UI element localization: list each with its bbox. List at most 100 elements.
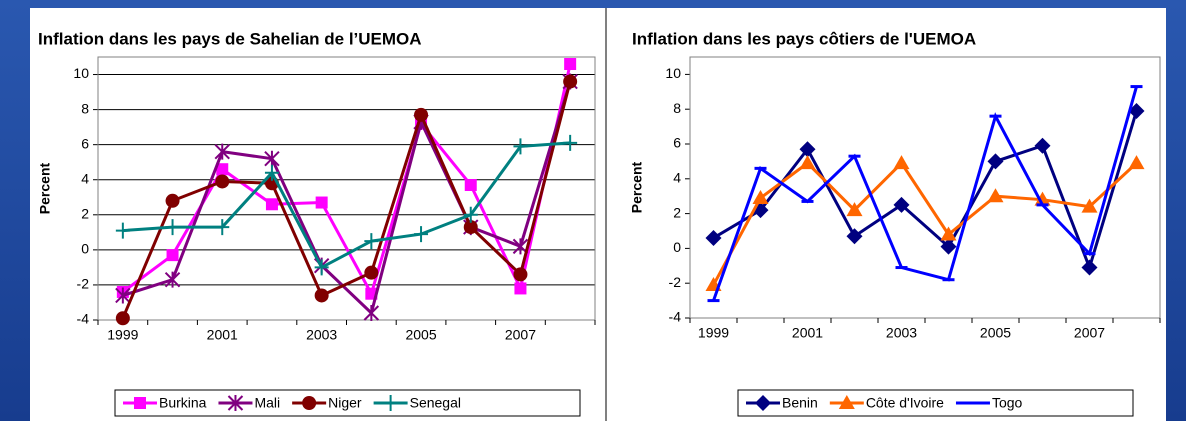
- marker: [264, 150, 280, 167]
- x-tick-label: 2003: [886, 325, 917, 341]
- marker: [563, 74, 578, 89]
- marker: [987, 188, 1004, 203]
- marker: [564, 58, 577, 71]
- marker: [1034, 137, 1051, 154]
- marker: [799, 141, 816, 158]
- y-tick-label: 0: [673, 239, 681, 255]
- y-tick-label: 0: [81, 241, 89, 257]
- y-tick-label: 10: [73, 65, 89, 81]
- marker: [513, 138, 528, 155]
- x-tick-label: 2005: [405, 327, 436, 343]
- marker: [383, 395, 398, 411]
- marker: [264, 164, 279, 181]
- marker: [227, 395, 244, 411]
- series-line: [122, 81, 572, 316]
- x-tick-label: 1999: [698, 325, 729, 341]
- series-line: [712, 86, 1138, 302]
- legend-label: Côte d'Ivoire: [866, 395, 944, 411]
- marker: [464, 178, 477, 191]
- marker: [1128, 102, 1145, 119]
- chart-title: Inflation dans les pays côtiers de l'UEM…: [632, 29, 976, 48]
- x-tick-label: 2001: [792, 325, 823, 341]
- marker: [302, 396, 317, 410]
- marker: [752, 189, 769, 204]
- legend-label: Benin: [782, 395, 818, 411]
- series-line: [712, 160, 1138, 286]
- chart-title: Inflation dans les pays de Sahelian de l…: [38, 29, 422, 48]
- marker: [165, 193, 180, 208]
- marker: [414, 226, 429, 243]
- marker: [315, 196, 328, 209]
- marker: [799, 155, 816, 170]
- marker: [563, 134, 578, 151]
- y-tick-label: 4: [81, 170, 89, 186]
- marker: [755, 395, 771, 411]
- marker: [314, 259, 329, 276]
- marker: [846, 202, 863, 217]
- y-tick-label: -4: [77, 311, 90, 327]
- y-tick-label: 6: [81, 135, 89, 151]
- marker: [166, 249, 179, 262]
- marker: [513, 267, 528, 282]
- marker: [838, 395, 855, 409]
- x-tick-label: 1999: [107, 327, 138, 343]
- legend-label: Senegal: [410, 395, 461, 411]
- x-tick-label: 2003: [306, 327, 337, 343]
- marker: [940, 226, 957, 241]
- marker: [940, 238, 957, 255]
- y-tick-label: -2: [77, 276, 90, 292]
- x-tick-label: 2001: [207, 327, 238, 343]
- marker: [893, 155, 910, 170]
- marker: [364, 265, 379, 280]
- marker: [134, 397, 146, 409]
- marker: [514, 282, 527, 295]
- y-tick-label: -4: [669, 309, 682, 325]
- legend-label: Togo: [992, 395, 1023, 411]
- marker: [165, 219, 180, 236]
- y-tick-label: 8: [81, 100, 89, 116]
- y-tick-label: 2: [673, 204, 681, 220]
- marker: [705, 229, 722, 246]
- marker: [164, 271, 181, 288]
- marker: [215, 174, 230, 189]
- y-tick-label: 2: [81, 206, 89, 222]
- x-tick-label: 2007: [505, 327, 536, 343]
- marker: [1128, 155, 1145, 170]
- marker: [115, 222, 130, 239]
- marker: [215, 219, 230, 236]
- legend-label: Mali: [254, 395, 280, 411]
- marker: [893, 196, 910, 213]
- marker: [265, 198, 278, 211]
- series-line: [121, 81, 572, 319]
- y-tick-label: 10: [665, 65, 681, 81]
- x-tick-label: 2007: [1074, 325, 1105, 341]
- y-tick-label: -2: [669, 274, 682, 290]
- y-axis-label: Percent: [629, 161, 645, 213]
- y-tick-label: 4: [673, 170, 681, 186]
- marker: [463, 220, 478, 235]
- marker: [1081, 259, 1098, 276]
- marker: [214, 143, 230, 160]
- marker: [414, 107, 429, 122]
- marker: [1081, 198, 1098, 213]
- legend-box: [737, 389, 1134, 417]
- marker: [363, 304, 380, 321]
- x-tick-label: 2005: [980, 325, 1011, 341]
- marker: [846, 228, 863, 245]
- marker: [1034, 191, 1051, 206]
- y-tick-label: 6: [673, 135, 681, 151]
- marker: [463, 206, 478, 223]
- marker: [216, 163, 229, 176]
- legend-label: Burkina: [159, 395, 207, 411]
- y-tick-label: 8: [673, 100, 681, 116]
- y-axis-label: Percent: [37, 162, 53, 214]
- marker: [364, 233, 379, 250]
- marker: [115, 287, 131, 304]
- marker: [115, 311, 130, 326]
- marker: [314, 288, 329, 303]
- marker: [987, 153, 1004, 170]
- series-line: [122, 141, 571, 270]
- legend-label: Niger: [328, 395, 362, 411]
- legend-box: [114, 389, 581, 417]
